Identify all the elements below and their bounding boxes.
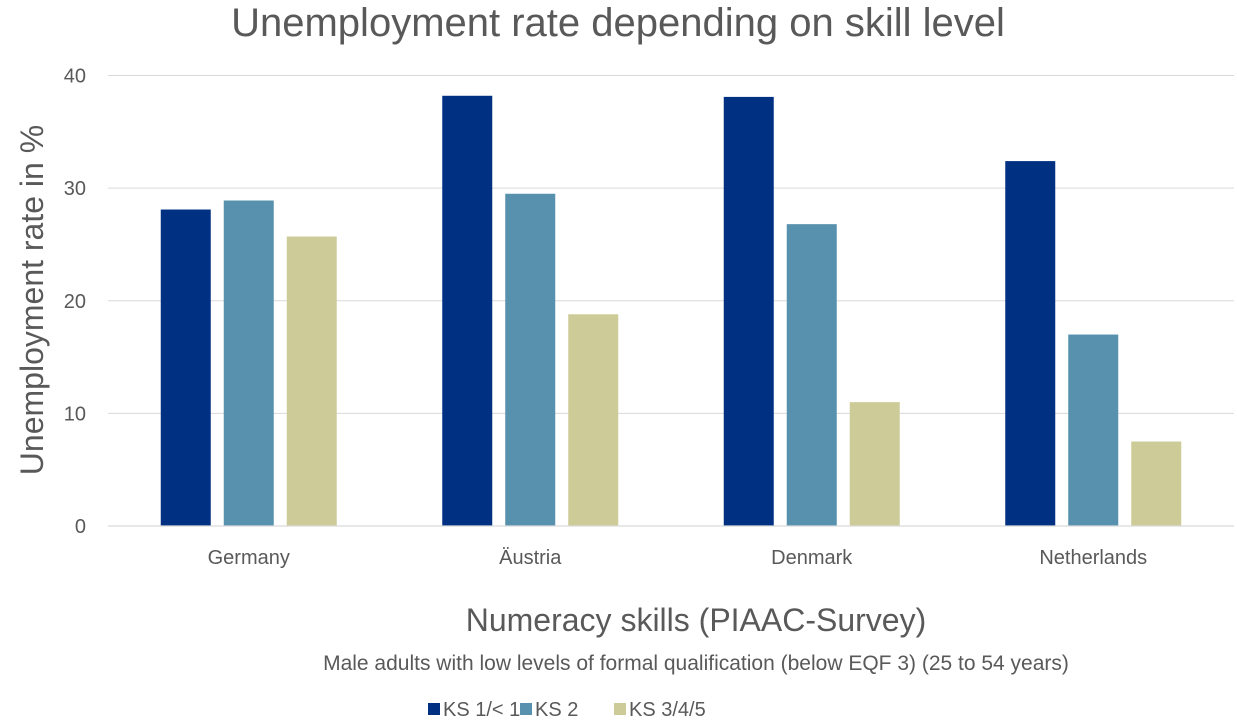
chart-title: Unemployment rate depending on skill lev… — [231, 1, 1005, 45]
bar — [1068, 334, 1119, 526]
bar — [786, 224, 837, 527]
bars — [160, 95, 1182, 527]
bar — [286, 236, 337, 526]
bar — [723, 96, 774, 527]
x-tick-label: Germany — [208, 547, 290, 569]
x-tick-label: Äustria — [499, 547, 562, 569]
y-axis-title: Unemployment rate in % — [14, 125, 50, 475]
bar — [1131, 441, 1182, 526]
legend: KS 1/< 1 KS 2 KS 3/4/5 — [428, 699, 706, 720]
y-axis-ticks: 0 10 20 30 40 — [64, 66, 86, 539]
y-tick-label: 10 — [64, 403, 86, 425]
legend-swatch — [614, 703, 626, 715]
y-tick-label: 30 — [64, 178, 86, 200]
x-axis-category-labels: Germany Äustria Denmark Netherlands — [208, 547, 1148, 569]
bar — [160, 209, 211, 526]
x-axis-subtitle: Male adults with low levels of formal qu… — [323, 652, 1069, 675]
x-tick-label: Denmark — [771, 547, 853, 569]
bar — [223, 200, 274, 527]
bar — [505, 193, 556, 526]
y-tick-label: 20 — [64, 291, 86, 313]
legend-swatch — [428, 703, 440, 715]
legend-swatch — [520, 703, 532, 715]
x-axis-title: Numeracy skills (PIAAC-Survey) — [466, 602, 927, 638]
bar — [1005, 161, 1056, 526]
x-tick-label: Netherlands — [1039, 547, 1147, 569]
legend-label: KS 1/< 1 — [443, 699, 520, 720]
bar — [849, 402, 900, 526]
legend-label: KS 2 — [535, 699, 578, 720]
bar — [442, 95, 493, 527]
y-tick-label: 0 — [75, 516, 86, 538]
bar — [568, 314, 619, 526]
legend-label: KS 3/4/5 — [629, 699, 706, 720]
y-tick-label: 40 — [64, 66, 86, 88]
gridlines — [108, 75, 1234, 414]
